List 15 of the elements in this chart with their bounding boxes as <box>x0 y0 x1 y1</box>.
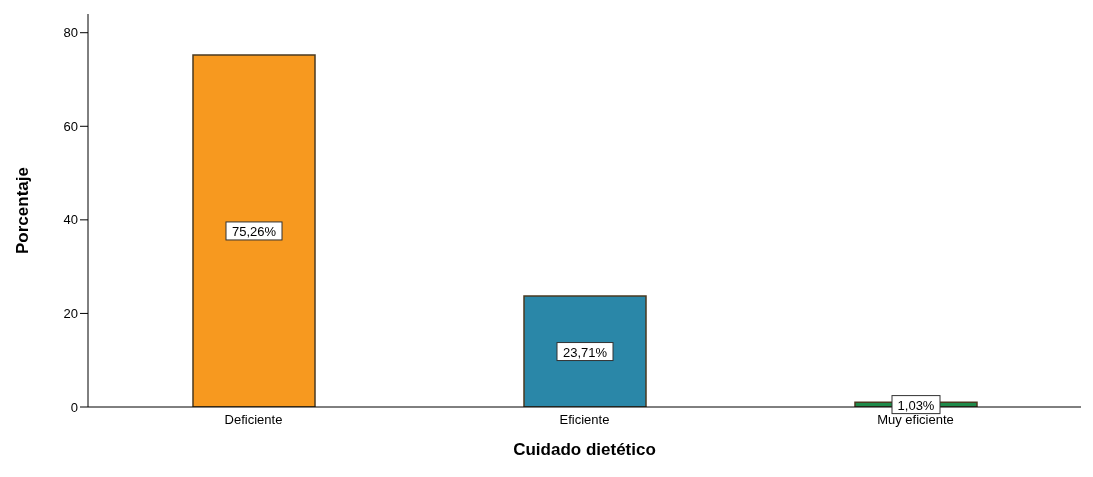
y-tick-label: 60 <box>63 118 78 134</box>
y-axis-title: Porcentaje <box>13 167 33 254</box>
x-tick-label: Eficiente <box>559 412 610 428</box>
y-tick-label: 40 <box>63 212 78 228</box>
data-label: 1,03% <box>897 397 935 413</box>
y-tick-label: 80 <box>63 25 78 41</box>
x-tick-label: Deficiente <box>224 412 283 428</box>
x-tick-label: Muy eficiente <box>877 412 954 428</box>
bar <box>192 54 316 407</box>
data-label: 23,71% <box>562 344 608 360</box>
bar <box>523 295 647 407</box>
y-tick-label: 0 <box>70 399 78 415</box>
y-tick-label: 20 <box>63 306 78 322</box>
x-axis-title: Cuidado dietético <box>513 440 656 459</box>
data-label: 75,26% <box>231 223 277 239</box>
